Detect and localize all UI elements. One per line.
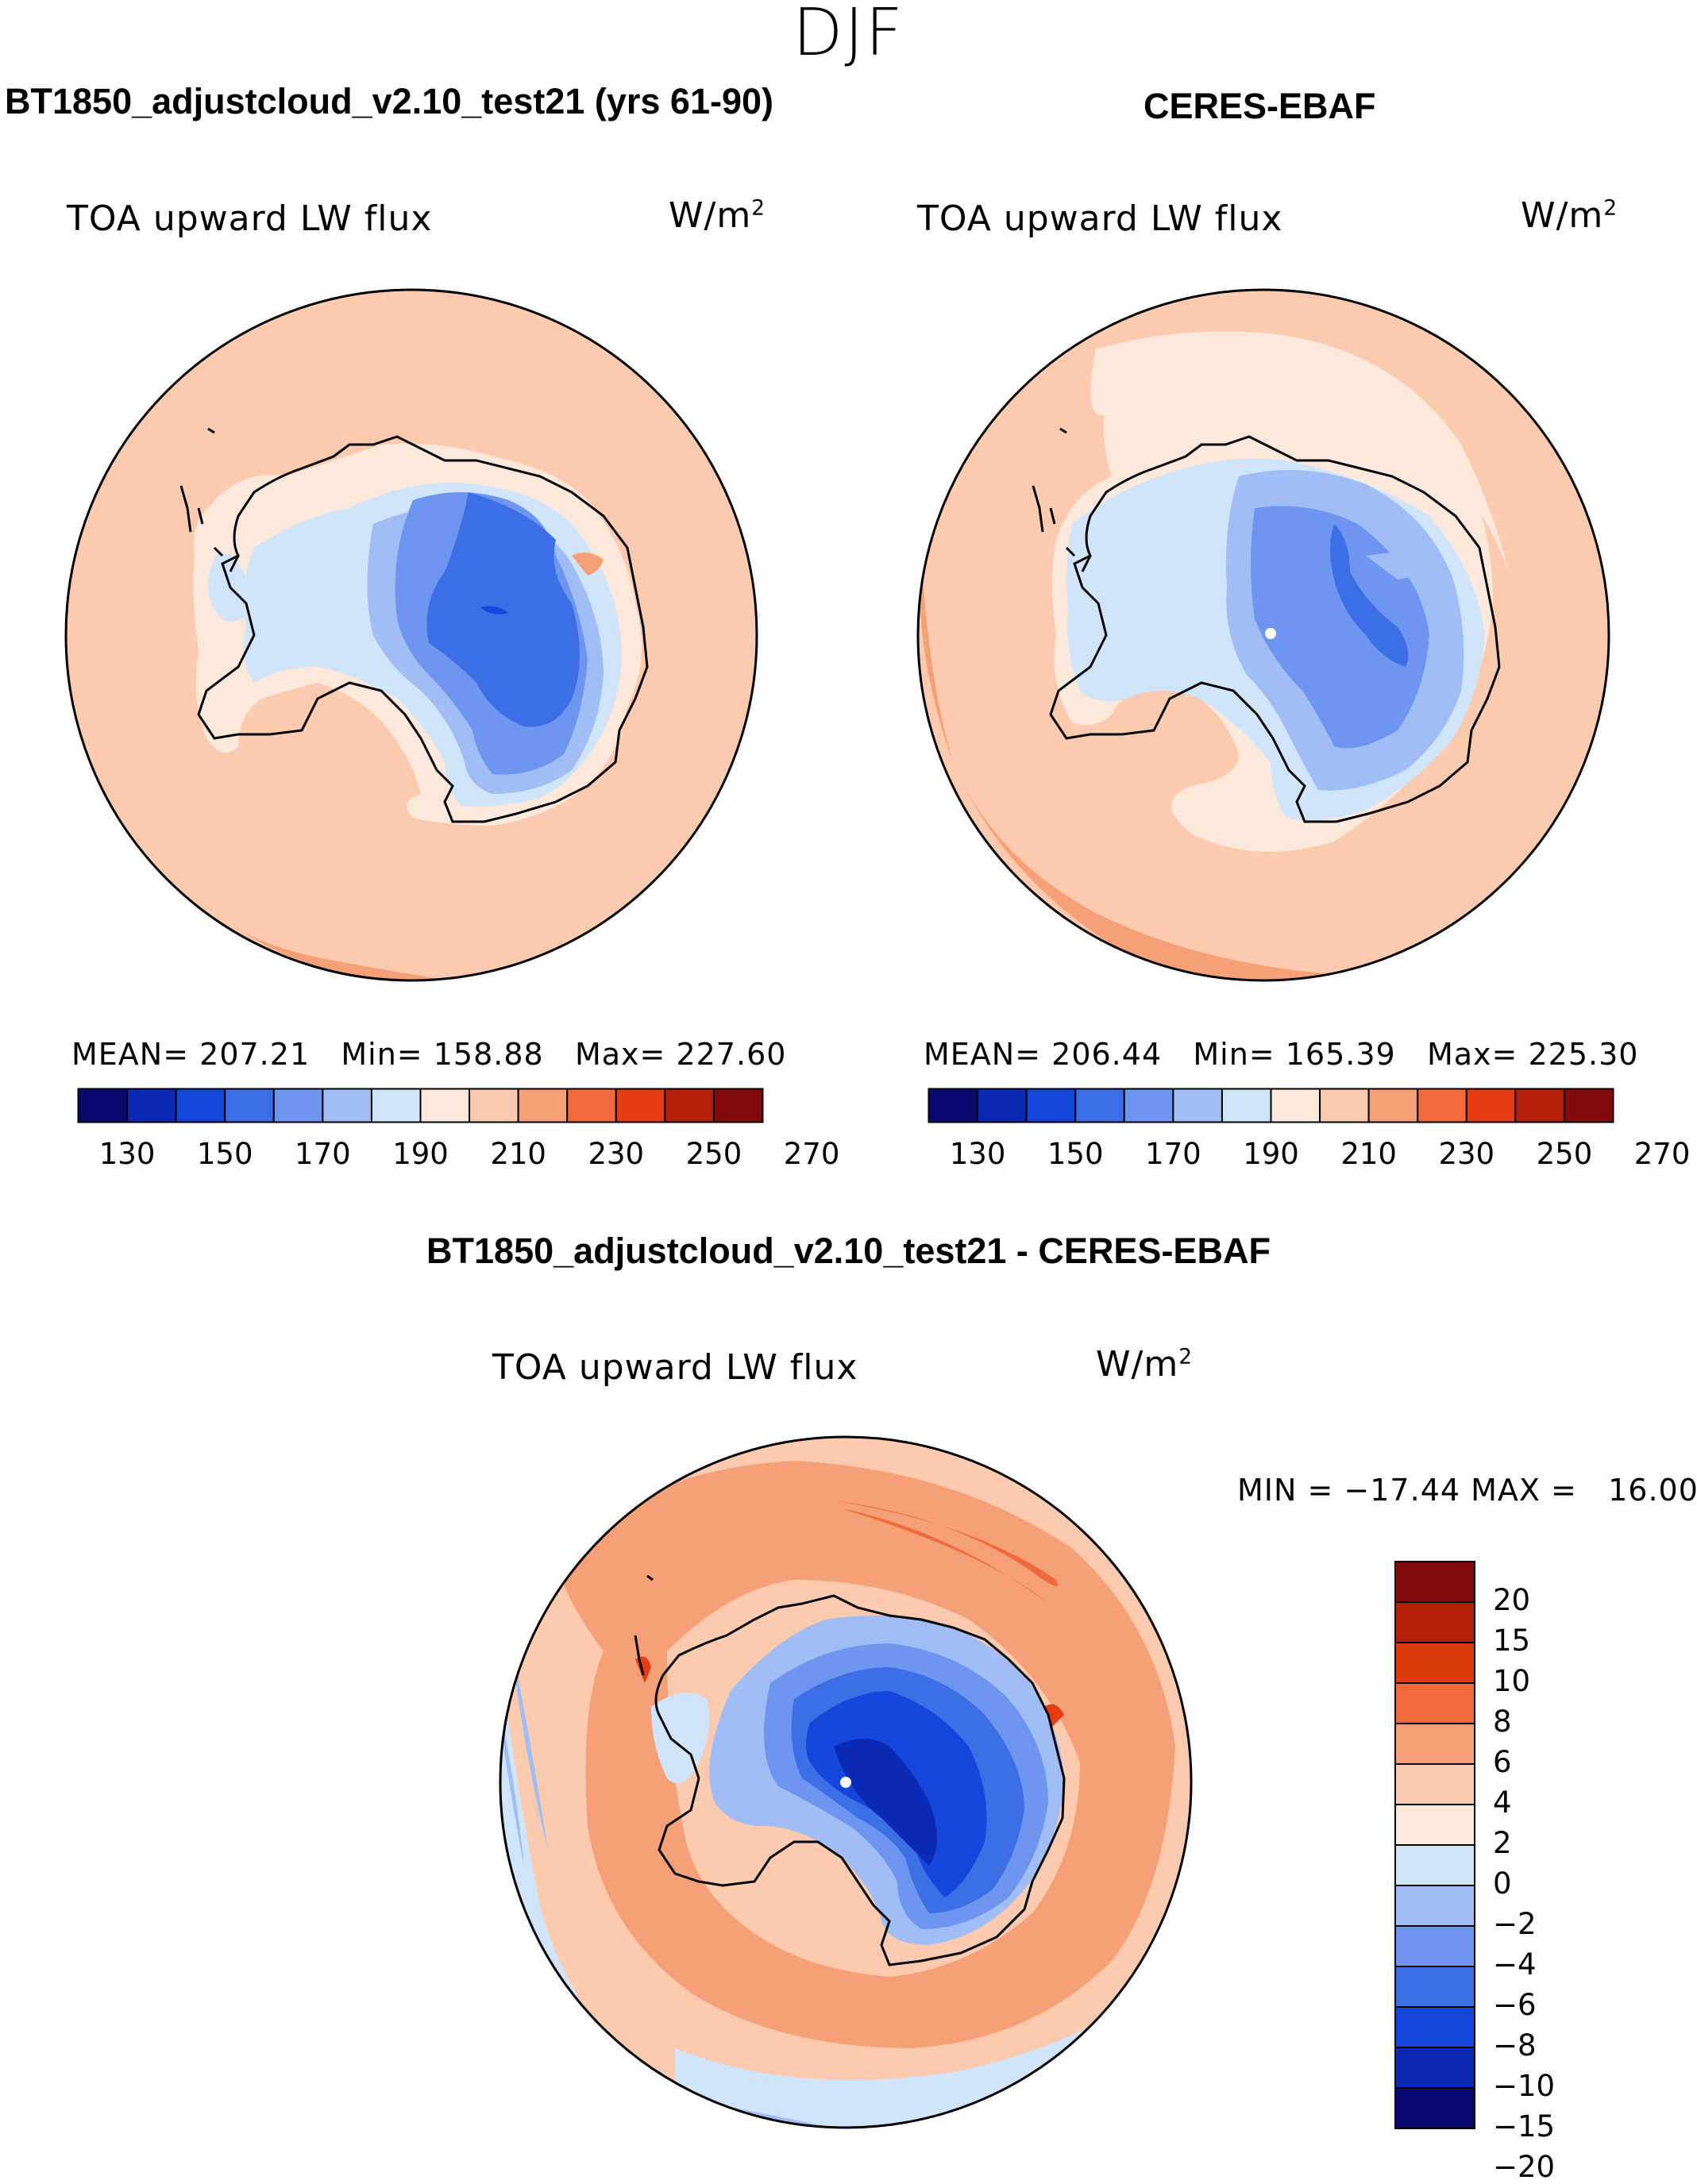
colorbar-swatch (664, 1088, 715, 1123)
colorbar-swatch (1394, 1642, 1475, 1684)
colorbar-swatch (175, 1088, 226, 1123)
colorbar-swatch (1465, 1088, 1517, 1123)
colorbar-swatch (322, 1088, 372, 1123)
panel2-units: W/m2 (1521, 195, 1618, 236)
colorbar-tick-label: 10 (1493, 1664, 1531, 1698)
panel1-map (64, 288, 758, 982)
colorbar-swatch (419, 1088, 471, 1123)
panel2-colorbar (928, 1088, 1614, 1123)
colorbar-tick-label: 8 (1493, 1704, 1512, 1739)
colorbar-swatch (370, 1088, 422, 1123)
diff-title: BT1850_adjustcloud_v2.10_test21 - CERES-… (426, 1231, 1271, 1271)
colorbar-tick-label: 250 (685, 1137, 742, 1171)
colorbar-swatch (77, 1088, 129, 1123)
colorbar-tick-label: −6 (1493, 1988, 1537, 2022)
colorbar-swatch (1394, 1682, 1475, 1724)
colorbar-swatch (1394, 1723, 1475, 1765)
colorbar-swatch (1394, 1925, 1475, 1967)
colorbar-tick-label: 20 (1493, 1583, 1531, 1617)
colorbar-tick-label: 170 (295, 1137, 351, 1171)
colorbar-swatch (1514, 1088, 1565, 1123)
colorbar-swatch (1394, 1561, 1475, 1603)
colorbar-swatch (928, 1088, 979, 1123)
colorbar-swatch (1172, 1088, 1223, 1123)
colorbar-swatch (712, 1088, 764, 1123)
diff-colorbar-labels: 20 15 10 8 6 4 2 0 −2 −4 −6 −8 −10 −15 −20 (1493, 1560, 1612, 2184)
colorbar-tick-label: 130 (949, 1137, 1006, 1171)
colorbar-tick-label: −2 (1493, 1907, 1537, 1941)
colorbar-tick-label: 210 (1340, 1137, 1397, 1171)
colorbar-swatch (1319, 1088, 1370, 1123)
colorbar-tick-label: 2 (1493, 1826, 1512, 1860)
colorbar-tick-label: 210 (490, 1137, 546, 1171)
colorbar-swatch (1563, 1088, 1614, 1123)
colorbar-tick-label: 190 (1243, 1137, 1299, 1171)
panel2-title: CERES-EBAF (1144, 86, 1376, 126)
season-title: DJF (793, 0, 904, 71)
panel1-variable: TOA upward LW flux (67, 198, 433, 239)
diff-map (499, 1435, 1193, 2129)
colorbar-swatch (977, 1088, 1028, 1123)
diff-minmax: MIN = −17.44 MAX = 16.00 (1237, 1473, 1697, 1508)
colorbar-swatch (1394, 1804, 1475, 1846)
colorbar-tick-label: 6 (1493, 1745, 1512, 1779)
panel2-map (916, 288, 1610, 982)
colorbar-swatch (1394, 2047, 1475, 2089)
colorbar-tick-label: 15 (1493, 1624, 1531, 1658)
panel2-variable: TOA upward LW flux (917, 198, 1283, 239)
colorbar-swatch (615, 1088, 666, 1123)
colorbar-swatch (1394, 1601, 1475, 1643)
colorbar-tick-label: −20 (1493, 2150, 1556, 2184)
colorbar-swatch (1074, 1088, 1125, 1123)
colorbar-swatch (126, 1088, 177, 1123)
colorbar-swatch (1270, 1088, 1321, 1123)
colorbar-tick-label: −4 (1493, 1947, 1537, 1982)
panel2-stats: MEAN= 206.44 Min= 165.39 Max= 225.30 (924, 1037, 1639, 1072)
panel1-units: W/m2 (669, 195, 766, 236)
panel1-colorbar-ticks: 130 150 170 190 210 230 250 270 (0, 1137, 874, 1177)
colorbar-tick-label: 150 (1047, 1137, 1104, 1171)
colorbar-tick-label: −8 (1493, 2028, 1537, 2063)
colorbar-tick-label: −15 (1493, 2109, 1556, 2144)
colorbar-tick-label: 190 (392, 1137, 449, 1171)
colorbar-swatch (1394, 1966, 1475, 2008)
colorbar-tick-label: 230 (588, 1137, 645, 1171)
colorbar-tick-label: −10 (1493, 2069, 1556, 2103)
colorbar-swatch (1221, 1088, 1272, 1123)
colorbar-swatch (1394, 1763, 1475, 1805)
colorbar-tick-label: 170 (1145, 1137, 1201, 1171)
panel2-colorbar-ticks: 130 150 170 190 210 230 250 270 (0, 1137, 1697, 1177)
colorbar-swatch (224, 1088, 275, 1123)
colorbar-tick-label: 4 (1493, 1785, 1512, 1820)
panel1-colorbar (77, 1088, 764, 1123)
panel1-title: BT1850_adjustcloud_v2.10_test21 (yrs 61-… (5, 81, 774, 121)
colorbar-swatch (517, 1088, 569, 1123)
colorbar-swatch (1025, 1088, 1077, 1123)
colorbar-swatch (566, 1088, 617, 1123)
colorbar-swatch (469, 1088, 519, 1123)
colorbar-tick-label: 250 (1536, 1137, 1593, 1171)
colorbar-swatch (1394, 2006, 1475, 2048)
colorbar-swatch (1394, 2087, 1475, 2129)
colorbar-tick-label: 150 (196, 1137, 253, 1171)
colorbar-swatch (1367, 1088, 1419, 1123)
colorbar-swatch (1417, 1088, 1468, 1123)
diff-units: W/m2 (1096, 1344, 1193, 1385)
colorbar-swatch (1394, 1844, 1475, 1886)
panel1-stats: MEAN= 207.21 Min= 158.88 Max= 227.60 (71, 1037, 787, 1072)
colorbar-swatch (1123, 1088, 1174, 1123)
diff-variable: TOA upward LW flux (492, 1347, 858, 1388)
colorbar-tick-label: 270 (783, 1137, 840, 1171)
colorbar-tick-label: 270 (1633, 1137, 1691, 1171)
colorbar-swatch (272, 1088, 324, 1123)
colorbar-swatch (1394, 1885, 1475, 1927)
colorbar-tick-label: 0 (1493, 1866, 1512, 1901)
diff-colorbar (1394, 1561, 1475, 2129)
colorbar-tick-label: 130 (98, 1137, 156, 1171)
colorbar-tick-label: 230 (1438, 1137, 1495, 1171)
